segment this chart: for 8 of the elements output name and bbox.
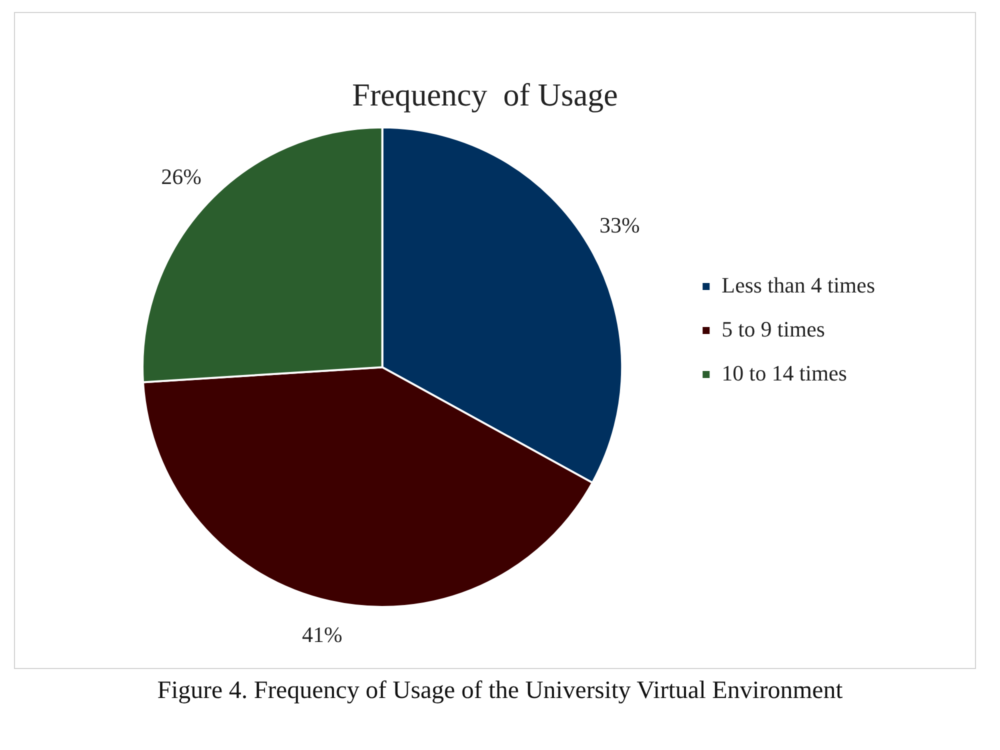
legend-label: Less than 4 times: [722, 272, 876, 298]
caption: Figure 4. Frequency of Usage of the University Virtual Environment: [156, 677, 844, 705]
data-label: 33%: [600, 212, 640, 238]
chart-title: Frequency of Usage: [352, 76, 618, 113]
data-label: 41%: [302, 622, 342, 648]
data-label: 26%: [161, 164, 202, 190]
legend-label: 10 to 14 times: [722, 360, 847, 386]
legend-label: 5 to 9 times: [722, 316, 825, 342]
